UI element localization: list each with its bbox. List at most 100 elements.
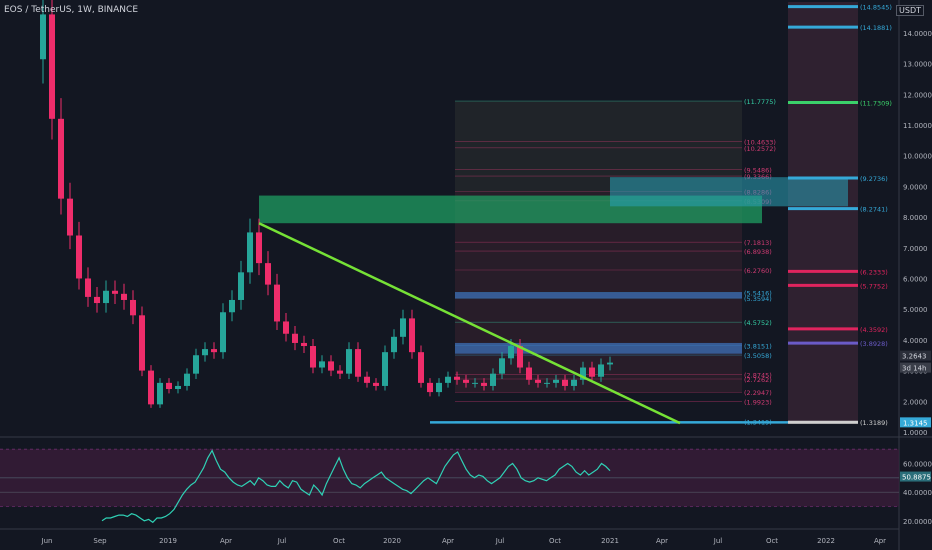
candle-58: [562, 379, 568, 386]
candle-43: [427, 382, 433, 393]
candle-47: [463, 379, 469, 383]
candle-50: [490, 373, 496, 386]
candle-23: [247, 232, 253, 273]
price-tick-6: 8.0000: [903, 214, 928, 222]
candle-24: [256, 232, 262, 264]
level-label-4: (9.3366): [744, 173, 772, 181]
candle-18: [202, 349, 208, 356]
level-label-10: (5.5416): [744, 290, 772, 298]
level-label-18: (1.9923): [744, 399, 772, 407]
level-label-14: (3.5058): [744, 352, 772, 360]
time-label-3: Apr: [220, 537, 232, 545]
candle-34: [346, 349, 352, 374]
price-tick-5: 9.0000: [903, 183, 928, 191]
candle-25: [265, 263, 271, 285]
blue-zone-1: [455, 342, 742, 354]
candle-13: [157, 382, 163, 405]
currency-badge[interactable]: USDT: [896, 5, 924, 16]
right-level-label-0: (14.8545): [860, 4, 892, 12]
candle-53: [517, 346, 523, 368]
level-label-2: (10.2572): [744, 145, 776, 153]
level-label-1: (10.4633): [744, 138, 776, 146]
candle-19: [211, 349, 217, 353]
right-level-label-8: (3.8928): [860, 340, 888, 348]
price-tick-0: 14.0000: [903, 30, 932, 38]
right-level-label-6: (5.7752): [860, 282, 888, 290]
candle-60: [580, 367, 586, 380]
candle-44: [436, 382, 442, 393]
candle-31: [319, 361, 325, 368]
rsi-tick-0: 60.0000: [903, 461, 932, 469]
time-label-2: 2019: [159, 537, 177, 545]
level-label-0: (11.7775): [744, 98, 776, 106]
candle-10: [130, 299, 136, 316]
candle-16: [184, 373, 190, 386]
candle-17: [193, 355, 199, 374]
countdown-badge: [900, 362, 931, 373]
level-label-13: (3.8151): [744, 343, 772, 351]
price-tick-2: 12.0000: [903, 91, 932, 99]
price-tick-4: 10.0000: [903, 153, 932, 161]
trendline: [258, 222, 681, 425]
candle-62: [598, 364, 604, 377]
candle-1: [49, 14, 55, 119]
candle-55: [535, 379, 541, 383]
rsi-line: [101, 449, 611, 524]
time-label-4: Jul: [277, 537, 287, 545]
candle-56: [544, 382, 550, 384]
rsi-tick-2: 20.0000: [903, 518, 932, 526]
candle-5: [85, 278, 91, 297]
candle-33: [337, 370, 343, 374]
right-level-label-4: (8.2741): [860, 206, 888, 214]
candle-22: [238, 272, 244, 300]
candle-26: [274, 284, 280, 322]
time-label-11: Apr: [656, 537, 668, 545]
candle-15: [175, 385, 181, 390]
level-label-3: (9.5486): [744, 167, 772, 175]
candle-0: [40, 14, 46, 60]
current-price-badge: [900, 350, 931, 361]
price-tick-10: 4.0000: [903, 337, 928, 345]
candle-48: [472, 382, 478, 384]
candle-61: [589, 367, 595, 377]
level-label-16: (2.7262): [744, 376, 772, 384]
candle-32: [328, 361, 334, 371]
candle-28: [292, 333, 298, 343]
candle-6: [94, 296, 100, 304]
candle-27: [283, 321, 289, 334]
candle-41: [409, 318, 415, 353]
candle-35: [355, 349, 361, 377]
candle-29: [301, 342, 307, 347]
candle-4: [76, 235, 82, 279]
candle-9: [121, 293, 127, 300]
candle-46: [454, 376, 460, 380]
candle-36: [364, 376, 370, 383]
right-level-label-1: (14.1881): [860, 24, 892, 32]
right-level-label-2: (11.7309): [860, 100, 892, 108]
time-label-8: Jul: [495, 537, 505, 545]
time-label-13: Oct: [766, 537, 778, 545]
level-label-9: (6.2760): [744, 267, 772, 275]
candle-37: [373, 382, 379, 386]
time-label-7: Apr: [442, 537, 454, 545]
candle-30: [310, 346, 316, 368]
time-label-14: 2022: [817, 537, 835, 545]
time-label-9: Oct: [549, 537, 561, 545]
rsi-tick-1: 40.0000: [903, 489, 932, 497]
candle-51: [499, 358, 505, 374]
countdown-label: 3d 14h: [902, 365, 926, 373]
right-level-label-5: (6.2333): [860, 268, 888, 276]
candle-45: [445, 376, 451, 383]
candle-3: [67, 198, 73, 236]
price-tick-8: 6.0000: [903, 275, 928, 283]
candle-54: [526, 367, 532, 380]
level-label-15: (2.8745): [744, 371, 772, 379]
candle-38: [382, 352, 388, 386]
level-label-8: (6.8938): [744, 248, 772, 256]
level-label-7: (7.1813): [744, 239, 772, 247]
time-label-6: 2020: [383, 537, 401, 545]
candle-2: [58, 118, 64, 199]
level-label-17: (2.2947): [744, 389, 772, 397]
blue-zone-0: [455, 292, 742, 299]
